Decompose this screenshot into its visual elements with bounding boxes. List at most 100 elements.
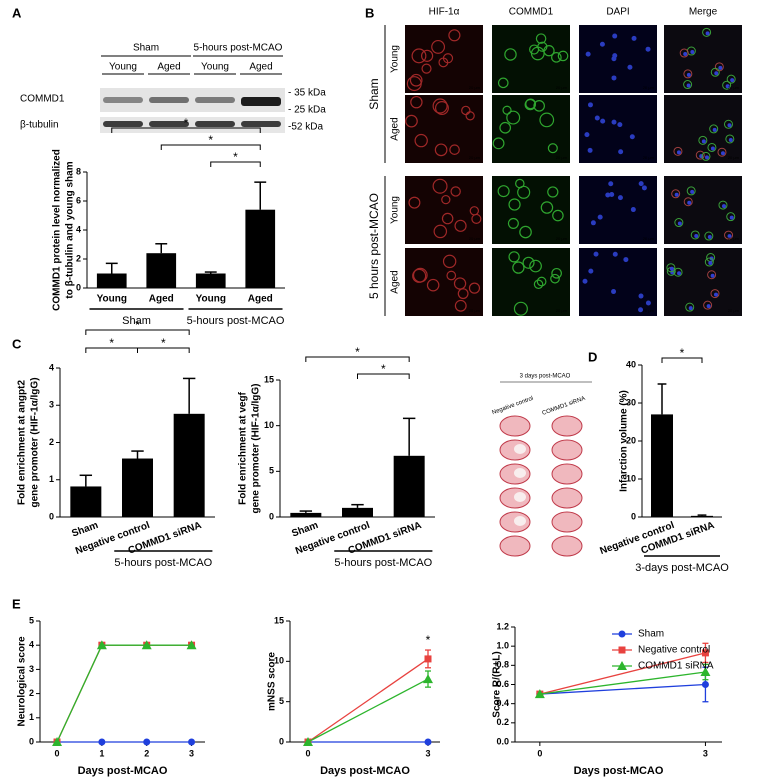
y-axis-label: Neurological score — [17, 636, 28, 726]
cell — [508, 198, 521, 211]
cell — [507, 217, 519, 229]
significance-label: * — [184, 116, 189, 130]
nucleus — [605, 192, 611, 198]
micrograph — [492, 95, 570, 163]
significance-bracket — [85, 329, 190, 335]
cell — [695, 150, 705, 160]
cell — [547, 186, 559, 198]
cell — [408, 196, 421, 209]
cell — [701, 151, 711, 161]
scale-bar: 20 μm — [556, 85, 568, 90]
nucleus — [676, 150, 681, 155]
x-tick-label: 3 — [189, 748, 194, 758]
bar — [195, 273, 226, 288]
nucleus — [593, 251, 599, 257]
legend-symbol — [618, 646, 626, 654]
nucleus — [690, 50, 695, 55]
nucleus — [611, 75, 617, 81]
micrograph — [579, 25, 657, 93]
cell — [405, 114, 418, 128]
y-tick-label: 1 — [29, 712, 34, 722]
nucleus — [617, 195, 623, 201]
nucleus — [686, 83, 691, 88]
nucleus — [683, 52, 688, 57]
x-axis-label: Days post-MCAO — [574, 765, 664, 777]
brain-slice — [551, 439, 583, 461]
cell — [513, 301, 528, 316]
bar — [146, 253, 177, 288]
x-tick-label: Sham — [70, 520, 99, 540]
nucleus — [727, 234, 732, 239]
brain-slice — [551, 487, 583, 509]
row-label: Aged — [390, 270, 401, 293]
y-tick-label: 0 — [279, 736, 284, 746]
nucleus — [713, 292, 718, 297]
y-tick-label: 3 — [29, 664, 34, 674]
ttc-column: Negative control — [491, 396, 534, 416]
nucleus — [611, 289, 617, 295]
y-tick-label: 10 — [274, 656, 284, 666]
marker — [303, 737, 313, 746]
y-tick-label: 6 — [76, 195, 81, 205]
cell — [450, 186, 461, 197]
blot-band — [149, 97, 189, 103]
cell — [690, 230, 700, 240]
x-tick-label: 0 — [537, 748, 542, 758]
scale-bar: 20 μm — [469, 236, 481, 241]
brain-slice — [551, 463, 583, 485]
blot-marker: -52 kDa — [288, 122, 323, 133]
blot-band — [195, 121, 235, 127]
nucleus — [627, 64, 633, 70]
nucleus — [612, 53, 618, 59]
column-label: Merge — [689, 7, 718, 18]
y-tick-label: 4 — [76, 224, 81, 234]
blot-group: Sham — [133, 43, 159, 54]
cell — [431, 39, 446, 54]
scale-bar: 20 μm — [643, 236, 655, 241]
cell — [454, 299, 467, 312]
blot-row: COMMD1 — [20, 94, 65, 105]
y-tick-label: 0.4 — [496, 698, 509, 708]
scale-bar: 20 μm — [643, 85, 655, 90]
cell — [454, 219, 467, 232]
y-tick-label: 1.2 — [496, 621, 509, 631]
row-group: 5 hours post-MCAO — [367, 193, 381, 299]
cell — [679, 48, 689, 58]
legend-marker — [618, 630, 626, 638]
nucleus — [609, 192, 615, 198]
y-axis-label: to β-tubulin and young sham — [65, 161, 76, 298]
nucleus — [600, 118, 606, 124]
nucleus — [617, 122, 623, 128]
marker — [52, 737, 63, 746]
significance-bracket — [160, 144, 261, 150]
nucleus — [588, 268, 594, 274]
cell — [724, 230, 734, 240]
scale-bar: 20 μm — [643, 308, 655, 313]
brain-slice — [499, 535, 531, 557]
nucleus — [612, 251, 618, 257]
cell — [442, 53, 454, 64]
scale-bar: 20 μm — [556, 155, 568, 160]
significance-bracket — [210, 161, 261, 167]
cell — [709, 124, 719, 134]
significance-label: * — [355, 345, 360, 359]
marker — [700, 667, 711, 677]
cell — [529, 259, 542, 273]
cell — [551, 52, 562, 63]
scale-bar: 20 μm — [643, 155, 655, 160]
x-tick-label: Aged — [149, 294, 174, 305]
nucleus — [721, 204, 726, 209]
cell — [547, 143, 558, 154]
scale-bar: 20 μm — [728, 155, 740, 160]
x-tick-label: Young — [196, 294, 226, 305]
cell — [673, 267, 683, 277]
nucleus — [612, 33, 618, 39]
blot-band — [195, 97, 235, 103]
cell — [426, 278, 440, 292]
x-tick-label: 3 — [425, 748, 430, 758]
cell — [550, 273, 560, 284]
blot-row: β-tubulin — [20, 120, 59, 131]
cell — [469, 206, 480, 216]
y-axis-label: gene promoter (HIF-1α/IgG) — [251, 383, 262, 513]
cell — [552, 209, 564, 222]
